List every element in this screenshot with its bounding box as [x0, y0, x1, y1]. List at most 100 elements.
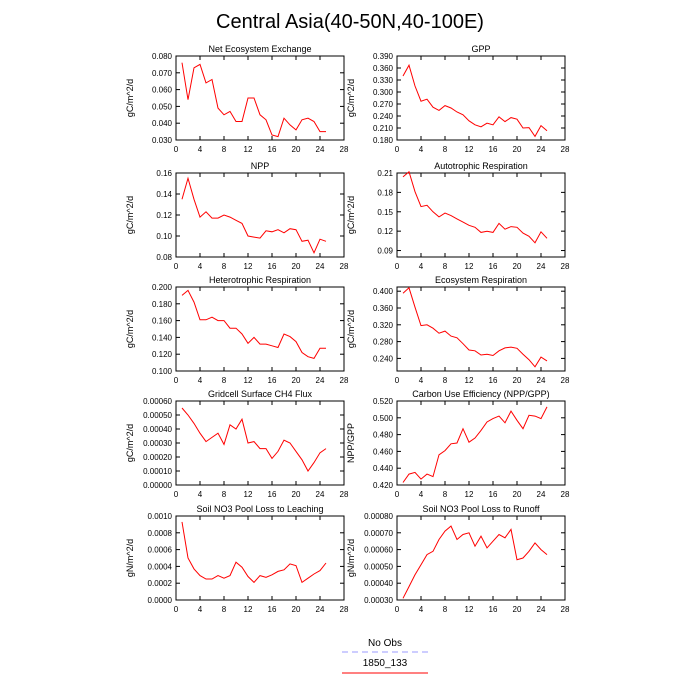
x-tick-label: 16: [489, 145, 498, 154]
x-tick-label: 24: [537, 490, 546, 499]
y-tick-label: 0.300: [373, 88, 394, 97]
plot-frame: [175, 172, 345, 258]
y-tick-label: 0.00030: [364, 596, 393, 605]
y-tick-label: 0.070: [152, 69, 173, 78]
y-tick-label: 0.00050: [143, 411, 172, 420]
x-tick-label: 24: [316, 262, 325, 271]
x-tick-label: 0: [395, 262, 400, 271]
plot-frame: [396, 400, 566, 486]
x-tick-label: 16: [489, 376, 498, 385]
chart-title: Carbon Use Efficiency (NPP/GPP): [412, 389, 549, 399]
x-tick-label: 20: [513, 605, 522, 614]
x-tick-label: 12: [244, 145, 253, 154]
y-tick-label: 0.500: [373, 414, 394, 423]
x-tick-label: 4: [198, 490, 203, 499]
y-tick-label: 0.00020: [143, 453, 172, 462]
chart-panel-1: GPP gC/m^2/d 0 4 8 12 16 20 24 28 0.180 0.210 0.240 0…: [346, 44, 570, 154]
y-tick-label: 0.0004: [148, 562, 173, 571]
y-tick-label: 0.140: [152, 333, 173, 342]
y-tick-label: 0.0006: [148, 546, 173, 555]
chart-panel-4: Heterotrophic Respiration gC/m^2/d 0 4 8 12 16…: [125, 275, 349, 385]
y-tick-label: 0.420: [373, 481, 394, 490]
chart-title: Gridcell Surface CH4 Flux: [208, 389, 313, 399]
x-tick-label: 12: [465, 605, 474, 614]
y-tick-label: 0.080: [152, 52, 173, 61]
x-tick-label: 28: [340, 490, 349, 499]
y-tick-label: 0.040: [152, 119, 173, 128]
y-tick-label: 0.10: [156, 232, 172, 241]
chart-panel-6: Gridcell Surface CH4 Flux gC/m^2/d 0 4 8 12 16…: [125, 389, 349, 499]
y-tick-label: 0.21: [377, 169, 393, 178]
x-tick-label: 16: [268, 262, 277, 271]
legend: No Obs 1850_133: [342, 638, 428, 674]
y-axis-label: gC/m^2/d: [346, 310, 356, 348]
y-tick-label: 0.050: [152, 102, 173, 111]
x-tick-label: 8: [222, 376, 227, 385]
y-tick-label: 0.0000: [148, 596, 173, 605]
x-tick-label: 20: [513, 376, 522, 385]
chart-title: Ecosystem Respiration: [435, 275, 527, 285]
x-tick-label: 28: [340, 145, 349, 154]
x-tick-label: 8: [443, 490, 448, 499]
x-tick-label: 0: [174, 490, 179, 499]
plot-frame: [396, 172, 566, 258]
series-line-0: [181, 521, 327, 584]
x-tick-label: 4: [419, 490, 424, 499]
y-tick-label: 0.200: [152, 283, 173, 292]
x-tick-label: 12: [465, 262, 474, 271]
x-tick-label: 16: [489, 605, 498, 614]
y-tick-label: 0.240: [373, 112, 394, 121]
y-tick-label: 0.00070: [364, 529, 393, 538]
legend-label-1: 1850_133: [363, 658, 408, 669]
y-axis-label: gN/m^2/d: [125, 539, 135, 577]
chart-panel-3: Autotrophic Respiration gC/m^2/d 0 4 8 12 16 20…: [346, 161, 570, 271]
x-tick-label: 24: [537, 145, 546, 154]
x-tick-label: 4: [419, 605, 424, 614]
y-tick-label: 0.09: [377, 247, 393, 256]
x-tick-label: 8: [222, 605, 227, 614]
plot-frame: [175, 515, 345, 601]
y-tick-label: 0.0010: [148, 512, 173, 521]
x-tick-label: 0: [395, 145, 400, 154]
y-tick-label: 0.00040: [364, 579, 393, 588]
x-tick-label: 0: [395, 490, 400, 499]
x-tick-label: 24: [316, 145, 325, 154]
y-axis-label: gC/m^2/d: [125, 310, 135, 348]
y-axis-label: gC/m^2/d: [125, 196, 135, 234]
y-tick-label: 0.00030: [143, 439, 172, 448]
x-tick-label: 24: [537, 605, 546, 614]
chart-panel-5: Ecosystem Respiration gC/m^2/d 0 4 8 12 16 20 24…: [346, 275, 570, 385]
x-tick-label: 28: [561, 605, 570, 614]
chart-title: Heterotrophic Respiration: [209, 275, 311, 285]
y-tick-label: 0.120: [152, 350, 173, 359]
y-tick-label: 0.440: [373, 464, 394, 473]
x-tick-label: 16: [268, 490, 277, 499]
plot-frame: [396, 515, 566, 601]
x-tick-label: 20: [513, 145, 522, 154]
y-tick-label: 0.0002: [148, 579, 173, 588]
y-tick-label: 0.16: [156, 169, 172, 178]
plot-frame: [175, 400, 345, 486]
chart-title: GPP: [471, 44, 490, 54]
y-tick-label: 0.08: [156, 253, 172, 262]
x-tick-label: 20: [292, 145, 301, 154]
x-tick-label: 8: [443, 145, 448, 154]
x-tick-label: 12: [465, 376, 474, 385]
page-title: Central Asia(40-50N,40-100E): [216, 11, 484, 33]
y-tick-label: 0.390: [373, 52, 394, 61]
plot-frame: [396, 55, 566, 141]
chart-panel-9: Soil NO3 Pool Loss to Runoff gN/m^2/d 0 4 8 1…: [346, 504, 570, 614]
series-line-0: [402, 170, 548, 244]
y-tick-label: 0.12: [156, 211, 172, 220]
x-tick-label: 8: [222, 262, 227, 271]
x-tick-label: 28: [561, 262, 570, 271]
x-tick-label: 8: [443, 605, 448, 614]
series-line-0: [181, 407, 327, 472]
x-tick-label: 24: [537, 262, 546, 271]
y-axis-label: NPP/GPP: [346, 423, 356, 463]
x-tick-label: 12: [465, 490, 474, 499]
x-tick-label: 0: [174, 605, 179, 614]
x-tick-label: 16: [489, 490, 498, 499]
x-tick-label: 8: [222, 145, 227, 154]
x-tick-label: 0: [174, 376, 179, 385]
